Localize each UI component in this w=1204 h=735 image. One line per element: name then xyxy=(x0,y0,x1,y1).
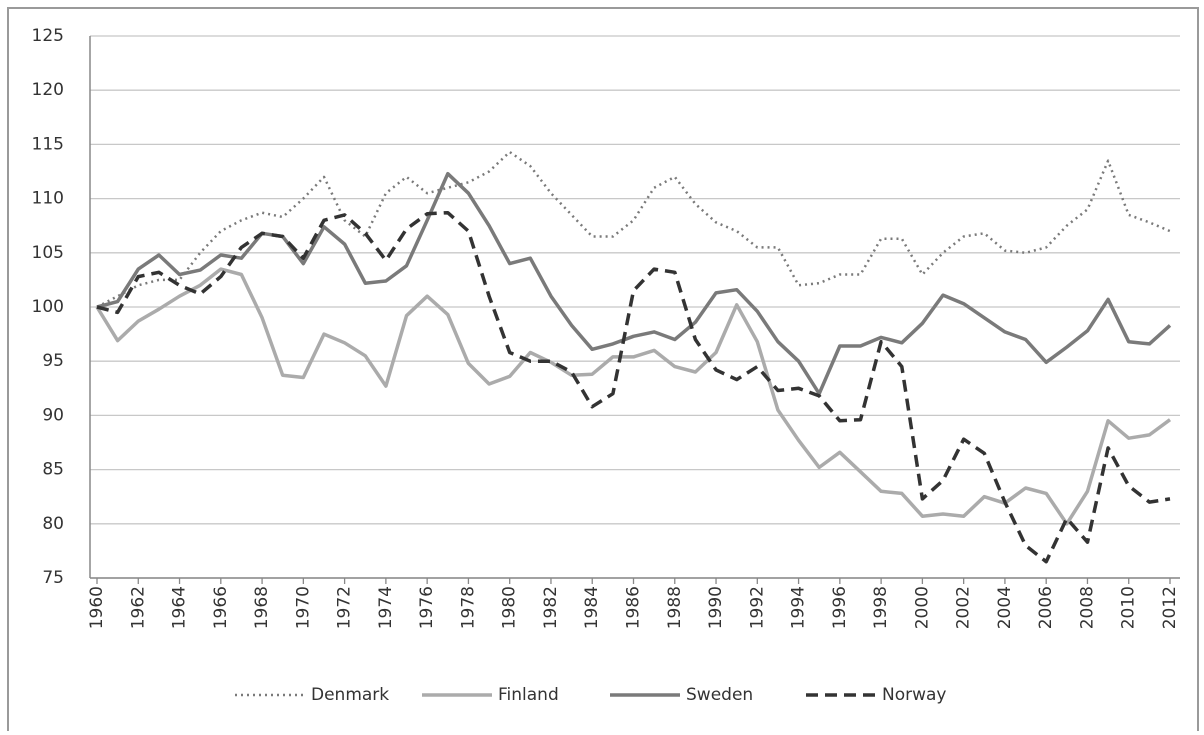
x-tick-label: 1976 xyxy=(417,586,437,629)
x-tick-label: 2004 xyxy=(995,586,1015,629)
x-tick-label: 1984 xyxy=(582,586,602,629)
x-tick-label: 1986 xyxy=(624,586,644,629)
y-tick-label: 125 xyxy=(32,26,64,46)
x-tick-label: 1968 xyxy=(252,586,272,629)
y-tick-label: 80 xyxy=(42,514,64,534)
x-tick-label: 2000 xyxy=(912,586,932,629)
legend-label: Sweden xyxy=(686,685,753,705)
y-tick-label: 110 xyxy=(32,189,64,209)
y-tick-label: 85 xyxy=(42,460,64,480)
x-tick-label: 1992 xyxy=(747,586,767,629)
x-tick-label: 1970 xyxy=(293,586,313,629)
y-tick-label: 105 xyxy=(32,243,64,263)
series-line xyxy=(96,150,1171,309)
series-line xyxy=(95,267,1172,526)
x-tick-label: 1966 xyxy=(211,586,231,629)
x-tick-label: 1964 xyxy=(170,586,190,629)
chart-frame xyxy=(7,7,1199,735)
x-tick-label: 1994 xyxy=(789,586,809,629)
legend-label: Denmark xyxy=(311,685,389,705)
x-tick-label: 2008 xyxy=(1077,586,1097,629)
x-tick-label: 1974 xyxy=(376,586,396,629)
x-tick-label: 2012 xyxy=(1160,586,1180,629)
y-tick-label: 90 xyxy=(42,405,64,425)
series-line xyxy=(96,210,1171,564)
x-tick-label: 1988 xyxy=(665,586,685,629)
x-tick-label: 1962 xyxy=(128,586,148,629)
y-tick-label: 120 xyxy=(32,80,64,100)
legend-label: Norway xyxy=(882,685,947,705)
x-tick-label: 1978 xyxy=(458,586,478,629)
y-tick-label: 100 xyxy=(32,297,64,317)
x-tick-label: 1980 xyxy=(500,586,520,629)
y-tick-label: 95 xyxy=(42,351,64,371)
x-tick-label: 1982 xyxy=(541,586,561,629)
x-tick-label: 2006 xyxy=(1036,586,1056,629)
x-tick-label: 1960 xyxy=(87,586,107,629)
y-tick-label: 115 xyxy=(32,134,64,154)
x-tick-label: 2010 xyxy=(1119,586,1139,629)
x-tick-label: 1990 xyxy=(706,586,726,629)
legend-label: Finland xyxy=(498,685,559,705)
x-tick-label: 1996 xyxy=(830,586,850,629)
x-tick-label: 2002 xyxy=(954,586,974,629)
x-tick-label: 1998 xyxy=(871,586,891,629)
y-tick-label: 75 xyxy=(42,568,64,588)
x-tick-label: 1972 xyxy=(335,586,355,629)
